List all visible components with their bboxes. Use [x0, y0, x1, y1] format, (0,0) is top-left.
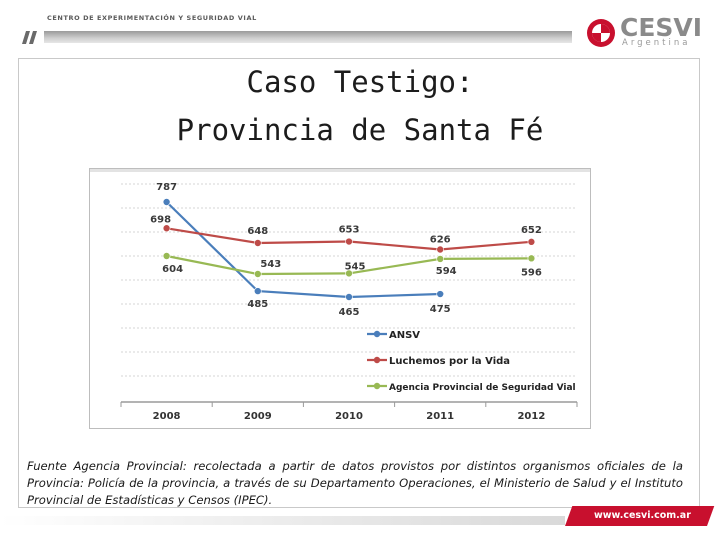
x-tick-label: 2008: [153, 411, 181, 422]
data-point: [254, 239, 262, 247]
data-point: [254, 270, 262, 278]
cesvi-logo-icon: [587, 19, 615, 47]
legend-label: ANSV: [389, 330, 420, 341]
logo-name: CESVI: [620, 13, 703, 42]
line-chart: 2008 2009 2010 2011 2012 787 485 465 475 698 648 65…: [89, 168, 591, 429]
legend-swatch-marker: [373, 330, 381, 338]
data-point: [345, 269, 353, 278]
data-label: 485: [247, 299, 268, 310]
data-point: [345, 293, 353, 301]
data-label: 604: [162, 264, 183, 275]
legend-label: Luchemos por la Vida: [389, 356, 510, 367]
header-bar: [44, 31, 572, 43]
data-label: 543: [260, 259, 281, 270]
chart-frame: [89, 168, 591, 429]
data-label: 787: [156, 182, 177, 193]
series-line: [165, 201, 441, 299]
data-label: 648: [247, 226, 268, 237]
data-label: 596: [521, 267, 542, 278]
footer-url: www.cesvi.com.ar: [594, 510, 691, 521]
data-point: [436, 255, 445, 263]
x-tick-label: 2010: [335, 411, 363, 422]
data-point: [527, 238, 536, 246]
header-org-text: CENTRO DE EXPERIMENTACIÓN Y SEGURIDAD VI…: [47, 14, 257, 22]
data-label: 653: [339, 225, 360, 236]
chart-top-shade: [90, 169, 590, 172]
slide-title-line2: Provincia de Santa Fé: [176, 113, 544, 147]
data-label: 465: [339, 307, 360, 318]
x-tick-label: 2011: [426, 411, 454, 422]
legend-swatch-marker: [373, 382, 381, 390]
data-label: 475: [430, 304, 451, 315]
data-point: [527, 254, 536, 263]
source-note: Fuente Agencia Provincial: recolectada a…: [27, 459, 683, 507]
data-point: [162, 252, 171, 260]
data-label: 698: [150, 214, 171, 225]
data-label: 626: [430, 235, 451, 246]
data-label: 545: [345, 261, 366, 272]
slide-frame: [18, 58, 700, 508]
footer-bar: [0, 516, 565, 525]
legend-label: Agencia Provincial de Seguridad Vial: [389, 383, 576, 393]
x-tick-label: 2009: [244, 411, 272, 422]
data-point: [345, 237, 353, 246]
data-point: [254, 287, 262, 295]
header-slashes-icon: [22, 31, 37, 44]
x-tick-label: 2012: [517, 411, 545, 422]
data-point: [436, 245, 445, 254]
slide-title-line1: Caso Testigo:: [246, 65, 474, 99]
data-label: 594: [436, 266, 457, 277]
logo-subtitle: Argentina: [622, 38, 691, 48]
legend-swatch-marker: [373, 356, 381, 364]
data-point: [436, 290, 445, 298]
data-point: [162, 198, 171, 206]
data-point: [162, 224, 171, 233]
data-label: 652: [521, 225, 542, 236]
